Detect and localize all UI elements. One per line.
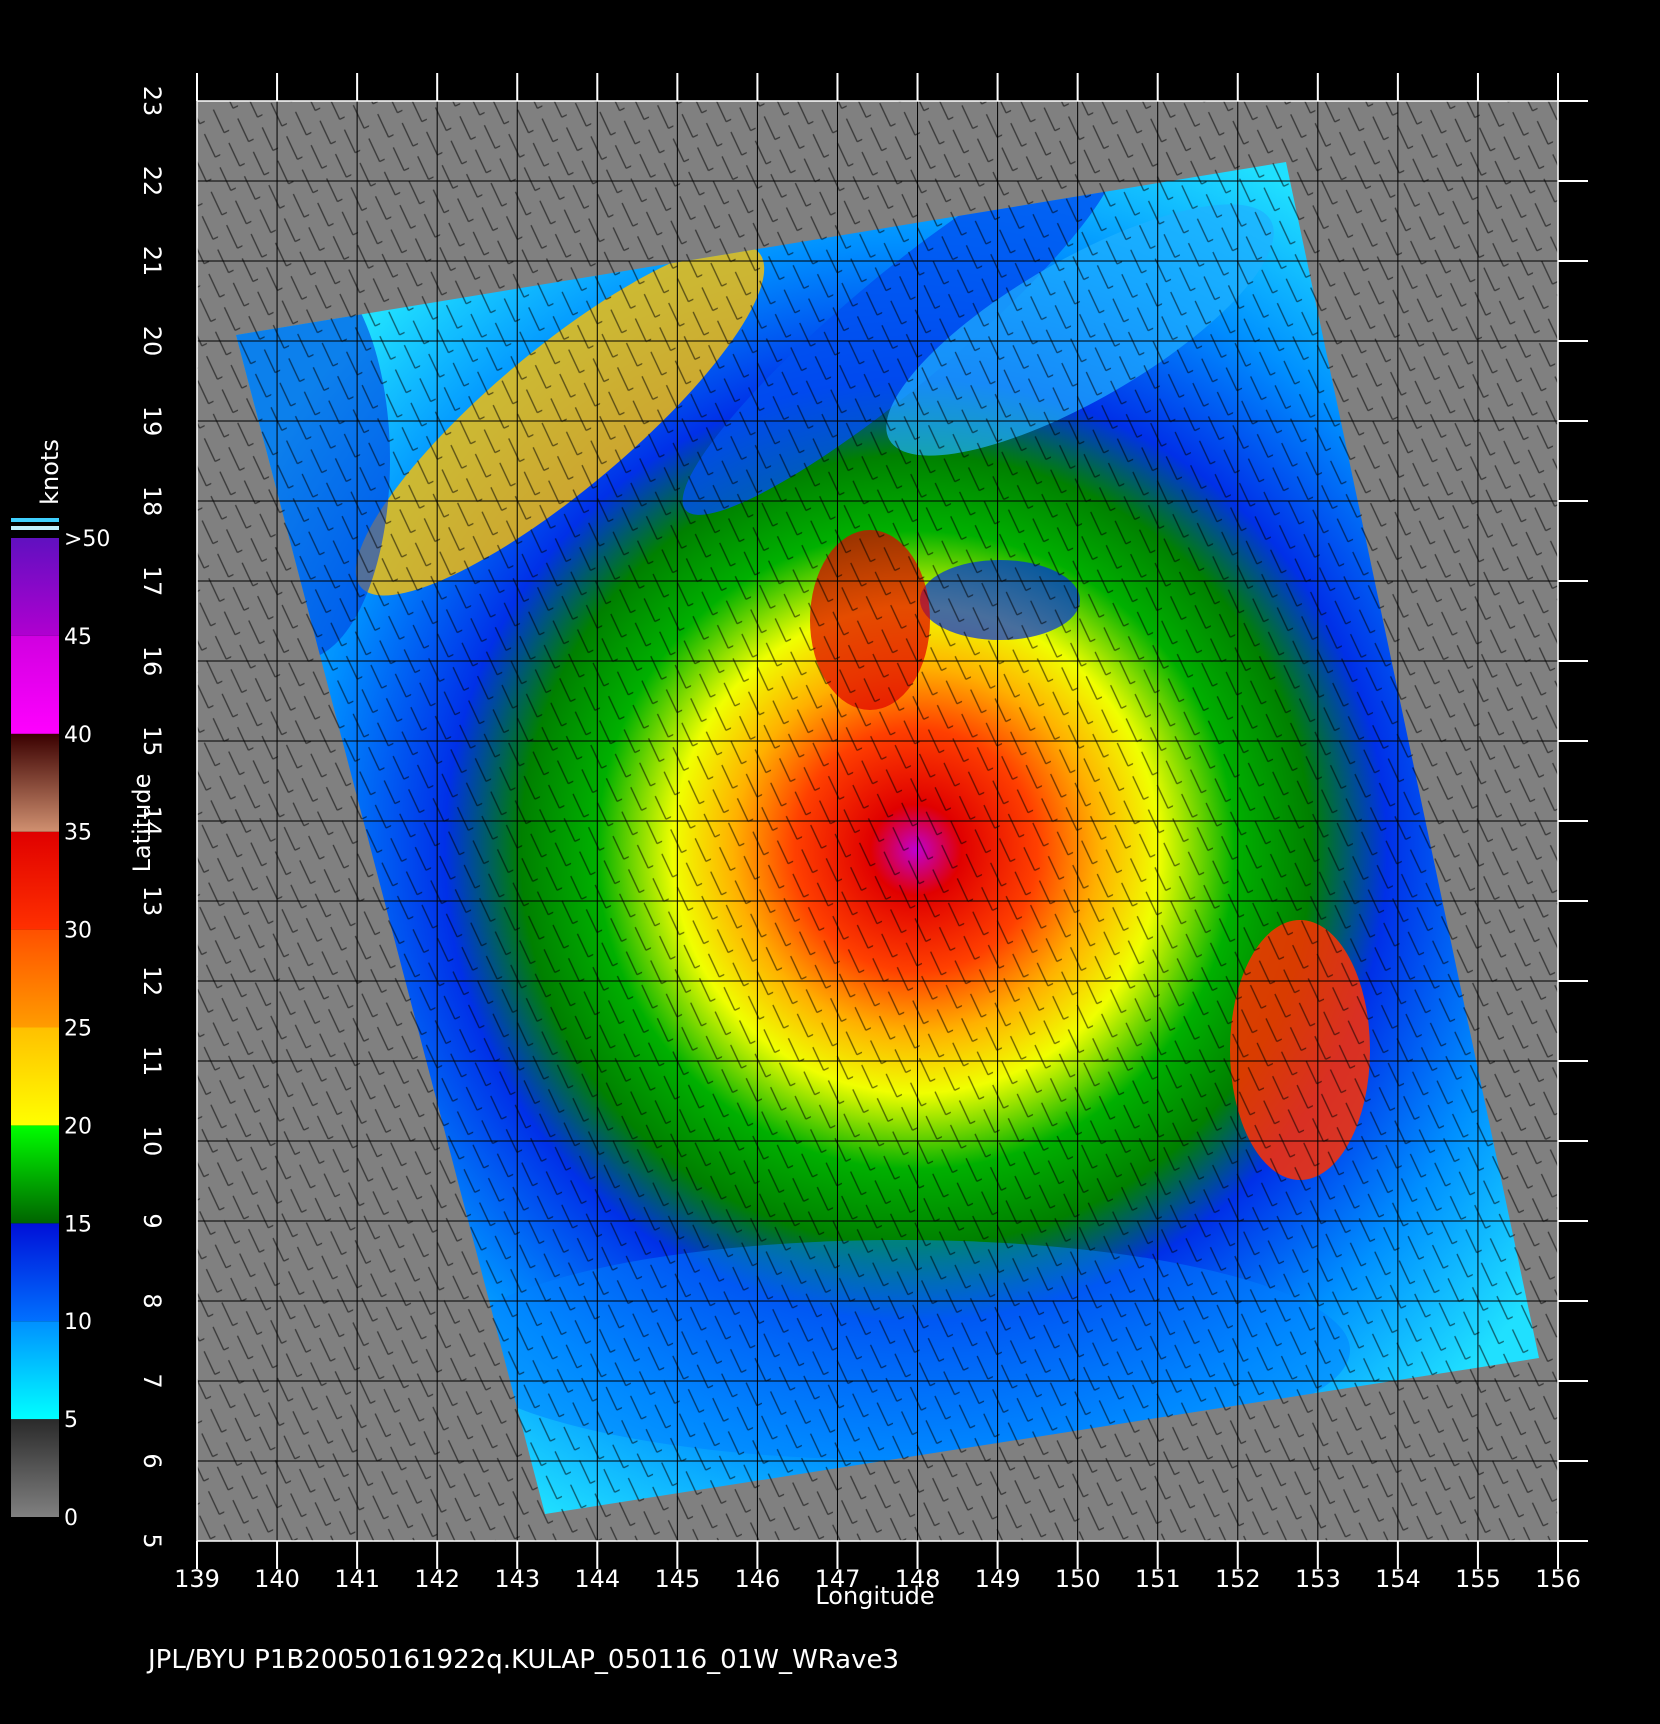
x-tick-label: 147: [815, 1565, 861, 1593]
colorbar-tick-label: 15: [64, 1212, 92, 1237]
x-tick-label: 142: [414, 1565, 460, 1593]
x-tick-label: 156: [1535, 1565, 1581, 1593]
colorbar-segment: [11, 733, 59, 832]
x-tick-label: 141: [334, 1565, 380, 1593]
x-tick-label: 151: [1135, 1565, 1181, 1593]
colorbar-tick-label: 10: [64, 1310, 92, 1335]
y-tick-label: 14: [138, 806, 166, 837]
x-tick-label: 155: [1455, 1565, 1501, 1593]
colorbar-tick-label: 45: [64, 625, 92, 650]
y-tick-label: 6: [138, 1453, 166, 1468]
x-tick-label: 150: [1055, 1565, 1101, 1593]
colorbar-cap: [11, 518, 59, 522]
x-tick-label: 153: [1295, 1565, 1341, 1593]
x-tick-label: 152: [1215, 1565, 1261, 1593]
colorbar-label: knots: [36, 439, 64, 505]
y-tick-label: 7: [138, 1373, 166, 1388]
y-tick-label: 11: [138, 1046, 166, 1077]
y-tick-label: 12: [138, 966, 166, 997]
y-tick-label: 9: [138, 1213, 166, 1228]
x-tick-label: 140: [254, 1565, 300, 1593]
colorbar-segment: [11, 1321, 59, 1420]
x-tick-label: 146: [735, 1565, 781, 1593]
x-tick-label: 148: [895, 1565, 941, 1593]
y-tick-label: 23: [138, 86, 166, 117]
colorbar-tick-label: 35: [64, 821, 92, 846]
colorbar-segment: [11, 929, 59, 1028]
colorbar-segment: [11, 1125, 59, 1224]
y-tick-label: 5: [138, 1533, 166, 1548]
colorbar-segment: [11, 1027, 59, 1126]
colorbar-segment: [11, 635, 59, 734]
x-tick-label: 154: [1375, 1565, 1421, 1593]
colorbar-tick-label: 5: [64, 1408, 78, 1433]
colorbar-segment: [11, 1419, 59, 1517]
colorbar-cap: [11, 526, 59, 530]
footer: JPL/BYU P1B20050161922q.KULAP_050116_01W…: [146, 1645, 899, 1675]
colorbar-tick-label: 30: [64, 919, 92, 944]
x-tick-label: 149: [975, 1565, 1021, 1593]
x-tick-label: 145: [654, 1565, 700, 1593]
y-tick-label: 13: [138, 886, 166, 917]
y-tick-label: 10: [138, 1126, 166, 1157]
axes: 139 140 141 142 143 144 145 146 147 148 149 150 151 1…: [11, 73, 1588, 1593]
x-axis-label: Longitude: [815, 1582, 934, 1610]
y-tick-label: 15: [138, 726, 166, 757]
y-tick-label: 20: [138, 326, 166, 357]
colorbar-tick-label: >50: [64, 527, 110, 552]
y-tick-label: 19: [138, 406, 166, 437]
plot-frame: [196, 100, 1559, 1542]
colorbar-tick-label: 40: [64, 723, 92, 748]
colorbar-tick-label: 25: [64, 1017, 92, 1042]
y-tick-label: 21: [138, 246, 166, 277]
y-tick-label: 8: [138, 1293, 166, 1308]
y-tick-label: 16: [138, 646, 166, 677]
colorbar-segment: [11, 538, 59, 636]
y-tick-label: 17: [138, 566, 166, 597]
x-tick-label: 139: [174, 1565, 220, 1593]
colorbar-tick-label: 0: [64, 1506, 78, 1531]
y-tick-label: 22: [138, 166, 166, 197]
x-tick-label: 144: [574, 1565, 620, 1593]
y-tick-label: 18: [138, 486, 166, 517]
x-tick-label: 143: [494, 1565, 540, 1593]
y-axis-label: Latitude: [128, 774, 156, 873]
colorbar-segment: [11, 1223, 59, 1322]
colorbar-tick-label: 20: [64, 1114, 92, 1139]
colorbar-segment: [11, 831, 59, 930]
